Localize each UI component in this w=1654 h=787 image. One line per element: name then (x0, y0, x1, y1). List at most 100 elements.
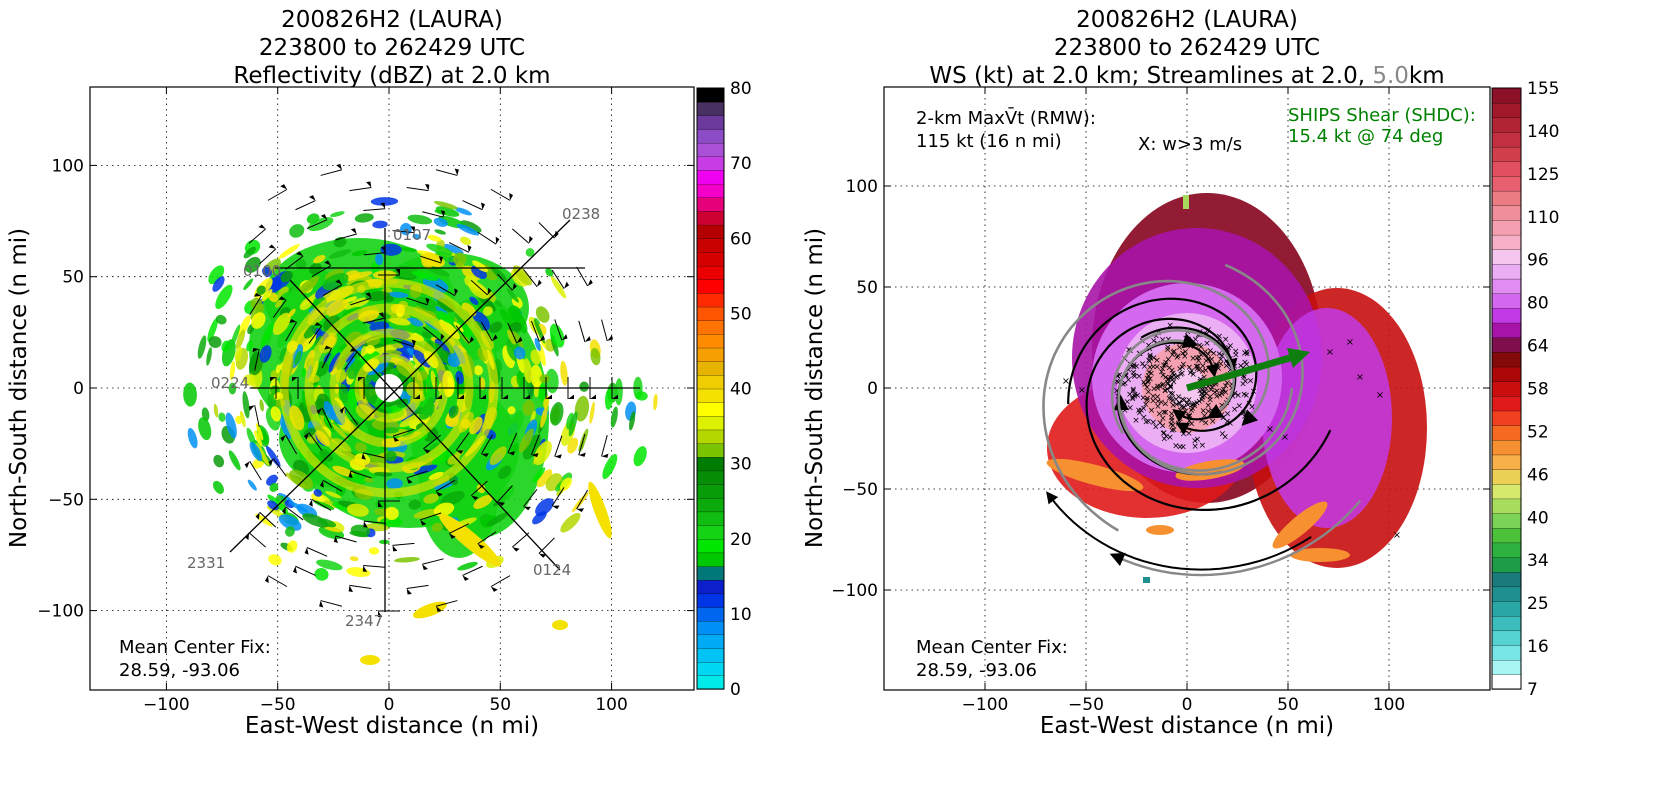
reflectivity-cell (370, 197, 399, 206)
updraft-x: × (1179, 349, 1187, 359)
reflectivity-cell (469, 296, 479, 305)
reflectivity-cell (449, 405, 459, 419)
updraft-x: × (1240, 372, 1248, 382)
updraft-x: × (1178, 369, 1186, 379)
reflectivity-cell (522, 434, 541, 460)
updraft-x: × (1130, 368, 1138, 378)
reflectivity-cell (434, 201, 458, 210)
wind-barb-flag (278, 296, 287, 300)
left-colorbar-swatch (696, 565, 725, 581)
left-colorbar-swatch (696, 483, 725, 499)
streamline (1067, 297, 1258, 435)
updraft-x: × (1197, 343, 1205, 353)
wind-barb-flag (281, 506, 286, 515)
right-colorbar-swatch (1491, 674, 1522, 690)
reflectivity-cell (468, 280, 489, 300)
reflectivity-cell (447, 353, 462, 368)
updraft-x: × (1222, 382, 1230, 392)
wind-barb-flag (395, 269, 400, 275)
wind-barb-flag (378, 312, 385, 319)
updraft-x: × (1169, 350, 1177, 360)
updraft-x: × (1237, 361, 1245, 371)
updraft-x: × (1240, 390, 1248, 400)
wind-barb-flag (309, 195, 316, 201)
reflectivity-cell (387, 291, 409, 298)
updraft-x: × (1266, 424, 1274, 435)
updraft-x: × (1173, 400, 1181, 410)
updraft-x: × (1140, 413, 1148, 423)
wind-barb-flag (320, 214, 328, 220)
right-colorbar-swatch (1491, 278, 1522, 294)
left-colorbar-swatch (696, 279, 725, 294)
right-x-tick-label: 100 (1373, 695, 1405, 715)
wind-barb (295, 200, 316, 211)
left-y-tick-label: 100 (52, 156, 84, 176)
reflectivity-cell (208, 336, 222, 348)
right-center-fix-value: 28.59, -93.06 (916, 660, 1037, 681)
left-ulabel: 0100 (243, 262, 281, 280)
right-colorbar-swatch (1491, 586, 1522, 602)
wind-barb (320, 600, 343, 607)
updraft-x: × (1222, 335, 1230, 345)
updraft-x: × (1136, 409, 1144, 419)
reflectivity-band (588, 481, 612, 539)
wind-barb (435, 284, 456, 297)
reflectivity-cell (550, 276, 567, 299)
reflectivity-cell (394, 557, 420, 563)
updraft-x: × (1168, 394, 1176, 404)
right-colorbar-tick: 64 (1527, 337, 1549, 357)
wind-barb-flag (336, 163, 342, 170)
updraft-x: × (1212, 380, 1220, 390)
shear-arrow (1186, 347, 1311, 392)
updraft-x: × (1131, 390, 1139, 400)
wind-barb (497, 485, 513, 503)
updraft-x: × (1193, 354, 1201, 364)
right-colorbar-swatch (1491, 175, 1522, 192)
right-colorbar-swatch (1491, 381, 1522, 397)
ws-outer-band (1046, 458, 1144, 492)
right-colorbar-swatch (1491, 307, 1522, 324)
updraft-x: × (1169, 401, 1177, 411)
wind-barb (285, 434, 298, 455)
left-x-tick-label: 50 (489, 695, 511, 715)
wind-barb (321, 347, 333, 369)
updraft-x: × (1133, 362, 1141, 372)
updraft-x: × (1185, 395, 1193, 405)
reflectivity-cell (411, 271, 439, 281)
wind-barb-flag (324, 345, 332, 350)
updraft-x: × (1195, 365, 1203, 375)
wind-barb-flag (319, 600, 324, 608)
reflectivity-cell (251, 312, 266, 329)
updraft-x: × (1141, 380, 1149, 390)
right-y-tick-label: 50 (856, 278, 878, 298)
updraft-x: × (1199, 441, 1207, 451)
wind-barb-flag (490, 586, 498, 592)
wind-barb (285, 321, 298, 342)
right-colorbar-swatch (1491, 454, 1522, 470)
reflectivity-cell (437, 310, 453, 324)
reflectivity-cell (235, 415, 243, 425)
updraft-x: × (1165, 355, 1173, 365)
right-y-axis-label: North-South distance (n mi) (802, 228, 828, 548)
ws-outer-band (1290, 548, 1350, 562)
right-colorbar-swatch (1491, 571, 1522, 588)
wind-barb (423, 434, 441, 450)
reflectivity-cell (259, 399, 265, 412)
left-x-tick-label: −50 (260, 695, 296, 715)
wind-barb (455, 432, 470, 451)
wind-barb (578, 433, 586, 456)
right-y-tick-label: 100 (846, 177, 878, 197)
updraft-x: × (1208, 383, 1216, 393)
wind-barb-flag (438, 255, 444, 264)
wind-barb (350, 297, 372, 306)
left-colorbar-swatch (696, 402, 725, 417)
updraft-x: × (1235, 401, 1243, 411)
reflectivity-cell (532, 511, 547, 525)
reflectivity-cell (533, 440, 552, 466)
updraft-x: × (1128, 362, 1136, 372)
right-colorbar-swatch (1491, 131, 1522, 148)
left-title-line3: Reflectivity (dBZ) at 2.0 km (233, 63, 551, 89)
wind-barb (530, 434, 540, 456)
updraft-x: × (1150, 337, 1158, 347)
reflectivity-cell (602, 453, 618, 480)
